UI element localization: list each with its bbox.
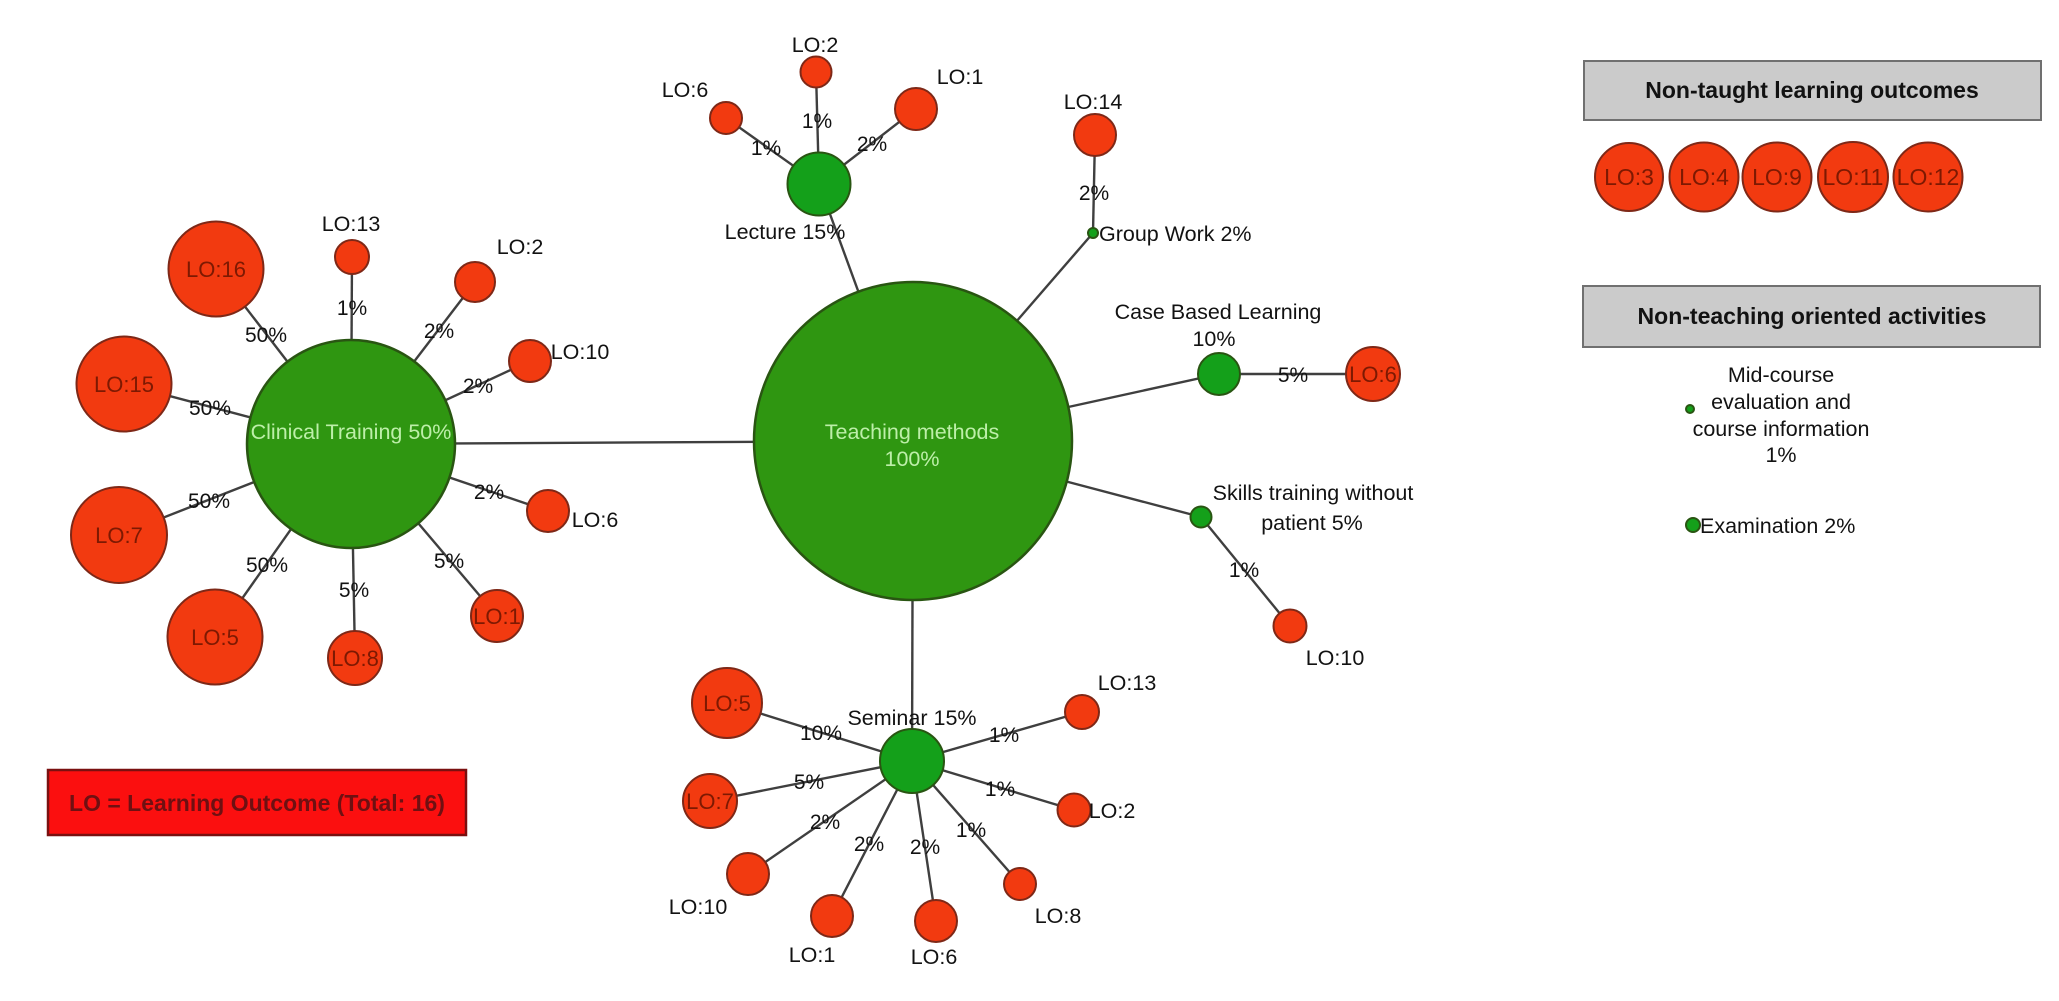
svg-text:2%: 2% [910, 836, 940, 859]
svg-text:course information: course information [1693, 417, 1870, 441]
svg-text:5%: 5% [1278, 364, 1308, 387]
svg-text:LO:7: LO:7 [686, 789, 734, 814]
svg-text:LO:8: LO:8 [331, 646, 379, 671]
svg-text:50%: 50% [189, 397, 231, 420]
svg-text:LO:16: LO:16 [186, 257, 246, 282]
svg-text:1%: 1% [802, 110, 832, 133]
svg-text:10%: 10% [1192, 327, 1235, 351]
svg-text:LO:13: LO:13 [322, 212, 381, 236]
svg-text:2%: 2% [854, 833, 884, 856]
svg-text:LO:2: LO:2 [497, 235, 544, 259]
svg-text:1%: 1% [1765, 443, 1796, 467]
svg-text:Mid-course: Mid-course [1728, 363, 1834, 387]
svg-text:5%: 5% [434, 550, 464, 573]
svg-text:LO:6: LO:6 [1349, 362, 1397, 387]
svg-text:1%: 1% [956, 819, 986, 842]
svg-text:LO:2: LO:2 [792, 33, 839, 57]
svg-text:LO:4: LO:4 [1679, 164, 1729, 190]
svg-text:1%: 1% [337, 297, 367, 320]
svg-text:patient 5%: patient 5% [1261, 511, 1363, 535]
svg-text:2%: 2% [463, 375, 493, 398]
svg-text:100%: 100% [885, 447, 940, 471]
svg-text:2%: 2% [857, 133, 887, 156]
svg-text:2%: 2% [474, 481, 504, 504]
svg-text:50%: 50% [188, 490, 230, 513]
svg-text:LO:7: LO:7 [95, 523, 143, 548]
svg-text:Non-taught learning outcomes: Non-taught learning outcomes [1645, 77, 1979, 103]
svg-text:2%: 2% [810, 811, 840, 834]
svg-text:LO:12: LO:12 [1897, 164, 1960, 190]
svg-text:Group Work 2%: Group Work 2% [1099, 222, 1252, 246]
svg-text:LO:5: LO:5 [191, 625, 239, 650]
svg-text:Clinical Training 50%: Clinical Training 50% [251, 420, 452, 444]
svg-text:1%: 1% [1229, 559, 1259, 582]
svg-text:Seminar 15%: Seminar 15% [847, 706, 976, 730]
svg-text:Case Based Learning: Case Based Learning [1115, 300, 1322, 324]
svg-text:LO:5: LO:5 [703, 691, 751, 716]
svg-text:LO:1: LO:1 [789, 943, 836, 967]
svg-text:LO:2: LO:2 [1089, 799, 1136, 823]
svg-text:5%: 5% [339, 579, 369, 602]
svg-text:Skills training without: Skills training without [1213, 481, 1414, 505]
svg-text:LO:1: LO:1 [473, 604, 521, 629]
svg-text:LO:1: LO:1 [937, 65, 984, 89]
svg-text:LO:6: LO:6 [662, 78, 709, 102]
svg-text:50%: 50% [246, 554, 288, 577]
svg-text:LO:10: LO:10 [669, 895, 728, 919]
svg-text:LO:11: LO:11 [1823, 164, 1884, 190]
svg-text:50%: 50% [245, 324, 287, 347]
svg-text:LO:15: LO:15 [94, 372, 154, 397]
svg-text:LO:13: LO:13 [1098, 671, 1157, 695]
svg-text:2%: 2% [424, 320, 454, 343]
svg-text:5%: 5% [794, 771, 824, 794]
svg-text:LO:8: LO:8 [1035, 904, 1082, 928]
svg-text:evaluation and: evaluation and [1711, 390, 1851, 414]
svg-text:1%: 1% [989, 724, 1019, 747]
svg-text:LO:3: LO:3 [1604, 164, 1654, 190]
svg-text:Lecture 15%: Lecture 15% [725, 220, 846, 244]
svg-text:LO:6: LO:6 [572, 508, 619, 532]
svg-text:LO:10: LO:10 [1306, 646, 1365, 670]
svg-text:Examination 2%: Examination 2% [1700, 514, 1855, 538]
svg-text:10%: 10% [800, 722, 842, 745]
svg-text:LO:14: LO:14 [1064, 90, 1123, 114]
svg-text:Non-teaching oriented activiti: Non-teaching oriented activities [1638, 303, 1987, 329]
svg-text:LO:6: LO:6 [911, 945, 958, 969]
svg-text:1%: 1% [985, 778, 1015, 801]
svg-text:LO:10: LO:10 [551, 340, 610, 364]
svg-text:LO:9: LO:9 [1752, 164, 1802, 190]
svg-text:2%: 2% [1079, 182, 1109, 205]
svg-text:1%: 1% [751, 137, 781, 160]
svg-text:LO = Learning Outcome (Total:: LO = Learning Outcome (Total: 16) [69, 790, 445, 816]
svg-text:Teaching methods: Teaching methods [825, 420, 1000, 444]
